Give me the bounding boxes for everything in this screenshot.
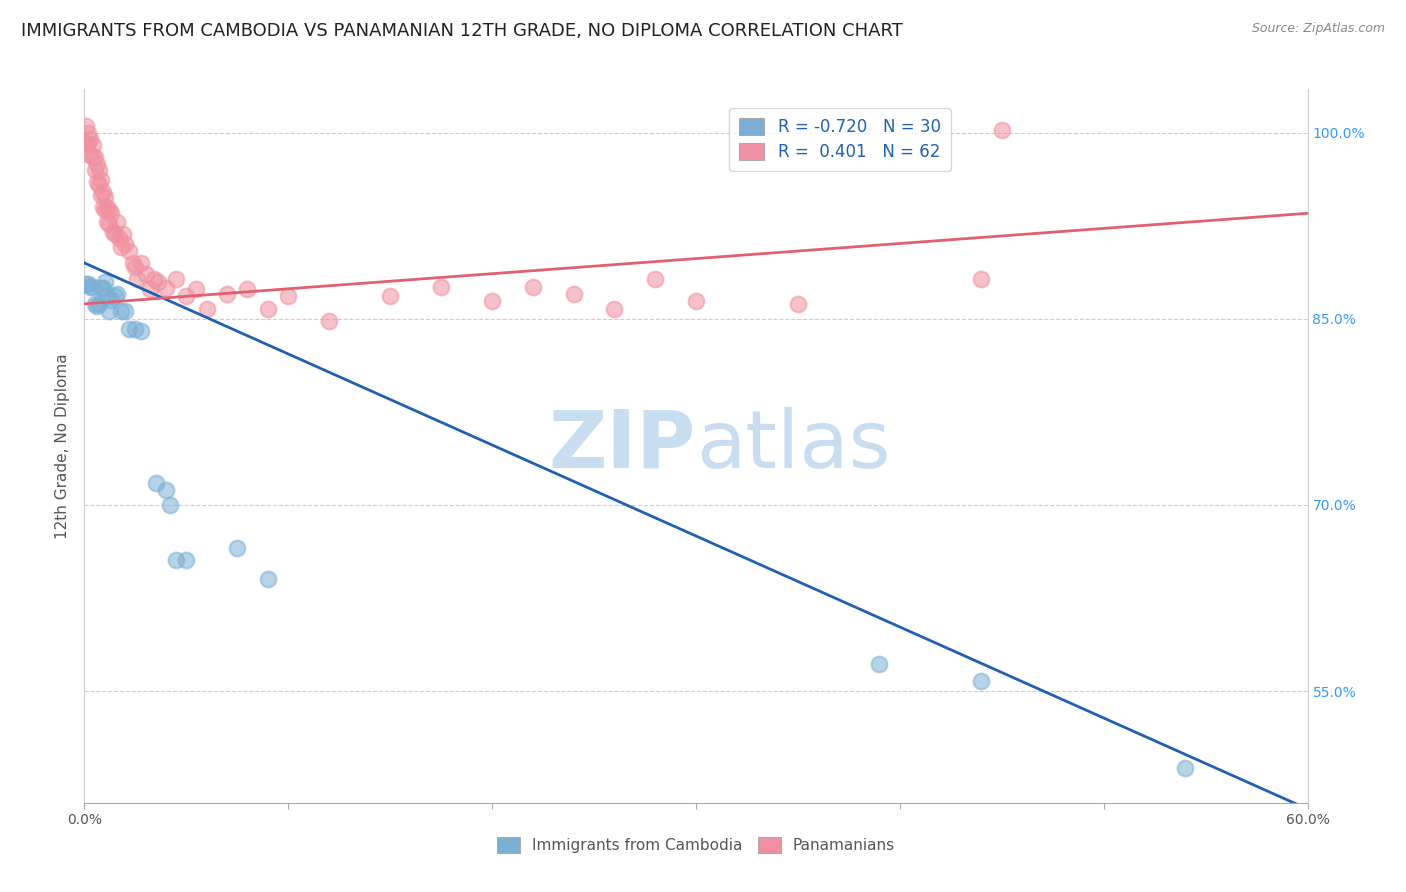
Point bbox=[522, 279, 544, 293]
Point bbox=[991, 123, 1014, 137]
Point bbox=[186, 282, 208, 296]
Point bbox=[87, 178, 110, 192]
Point bbox=[236, 282, 259, 296]
Point bbox=[110, 304, 132, 318]
Point bbox=[108, 231, 131, 245]
Point bbox=[93, 275, 115, 289]
Point bbox=[118, 322, 141, 336]
Point bbox=[90, 281, 112, 295]
Point bbox=[86, 156, 108, 170]
Point bbox=[77, 126, 100, 140]
Point bbox=[131, 256, 153, 270]
Point bbox=[83, 297, 105, 311]
Point bbox=[100, 293, 122, 308]
Point bbox=[77, 277, 100, 291]
Point bbox=[75, 120, 97, 134]
Point bbox=[79, 279, 101, 293]
Point bbox=[970, 272, 993, 286]
Point bbox=[138, 282, 160, 296]
Point bbox=[90, 173, 112, 187]
Point bbox=[124, 322, 146, 336]
Point bbox=[195, 301, 218, 316]
Point bbox=[104, 289, 127, 303]
Point bbox=[83, 151, 105, 165]
Point bbox=[91, 185, 114, 199]
Point bbox=[100, 206, 122, 220]
Point bbox=[644, 272, 666, 286]
Point bbox=[127, 272, 149, 286]
Point bbox=[603, 301, 626, 316]
Point bbox=[104, 227, 127, 242]
Point bbox=[114, 237, 136, 252]
Point bbox=[787, 297, 810, 311]
Point bbox=[226, 541, 249, 556]
Point bbox=[277, 289, 299, 303]
Y-axis label: 12th Grade, No Diploma: 12th Grade, No Diploma bbox=[55, 353, 70, 539]
Point bbox=[318, 314, 340, 328]
Point bbox=[105, 287, 128, 301]
Point bbox=[91, 200, 114, 214]
Point bbox=[90, 187, 112, 202]
Point bbox=[75, 138, 97, 153]
Point bbox=[217, 287, 239, 301]
Point bbox=[165, 552, 187, 566]
Point bbox=[118, 244, 141, 258]
Point bbox=[82, 151, 104, 165]
Point bbox=[131, 324, 153, 338]
Point bbox=[82, 279, 104, 293]
Point bbox=[155, 281, 177, 295]
Point bbox=[79, 148, 101, 162]
Point bbox=[101, 225, 124, 239]
Legend: Immigrants from Cambodia, Panamanians: Immigrants from Cambodia, Panamanians bbox=[491, 831, 901, 859]
Point bbox=[105, 215, 128, 229]
Point bbox=[124, 260, 146, 274]
Point bbox=[87, 162, 110, 177]
Point bbox=[869, 657, 891, 671]
Point bbox=[91, 281, 114, 295]
Text: Source: ZipAtlas.com: Source: ZipAtlas.com bbox=[1251, 22, 1385, 36]
Point bbox=[685, 294, 707, 309]
Point bbox=[96, 215, 118, 229]
Point bbox=[122, 256, 145, 270]
Point bbox=[165, 272, 187, 286]
Point bbox=[75, 277, 97, 291]
Point bbox=[257, 301, 280, 316]
Point bbox=[97, 218, 120, 232]
Point bbox=[970, 674, 993, 689]
Point bbox=[77, 136, 100, 150]
Point bbox=[142, 272, 165, 286]
Point bbox=[79, 132, 101, 146]
Point bbox=[110, 240, 132, 254]
Point bbox=[174, 289, 197, 303]
Point bbox=[86, 299, 108, 313]
Point bbox=[82, 138, 104, 153]
Point bbox=[114, 304, 136, 318]
Point bbox=[155, 483, 177, 497]
Point bbox=[83, 162, 105, 177]
Point bbox=[430, 279, 453, 293]
Point bbox=[562, 287, 585, 301]
Text: atlas: atlas bbox=[696, 407, 890, 485]
Point bbox=[145, 475, 167, 490]
Text: IMMIGRANTS FROM CAMBODIA VS PANAMANIAN 12TH GRADE, NO DIPLOMA CORRELATION CHART: IMMIGRANTS FROM CAMBODIA VS PANAMANIAN 1… bbox=[21, 22, 903, 40]
Point bbox=[97, 202, 120, 217]
Point bbox=[135, 267, 157, 281]
Point bbox=[86, 175, 108, 189]
Point bbox=[112, 227, 135, 242]
Point bbox=[380, 289, 402, 303]
Point bbox=[257, 573, 280, 587]
Point bbox=[96, 289, 118, 303]
Text: ZIP: ZIP bbox=[548, 407, 696, 485]
Point bbox=[93, 202, 115, 217]
Point bbox=[1174, 761, 1197, 775]
Point bbox=[87, 297, 110, 311]
Point bbox=[93, 190, 115, 204]
Point bbox=[174, 552, 197, 566]
Point bbox=[481, 294, 503, 309]
Point bbox=[97, 304, 120, 318]
Point bbox=[146, 275, 169, 289]
Point bbox=[96, 200, 118, 214]
Point bbox=[159, 498, 181, 512]
